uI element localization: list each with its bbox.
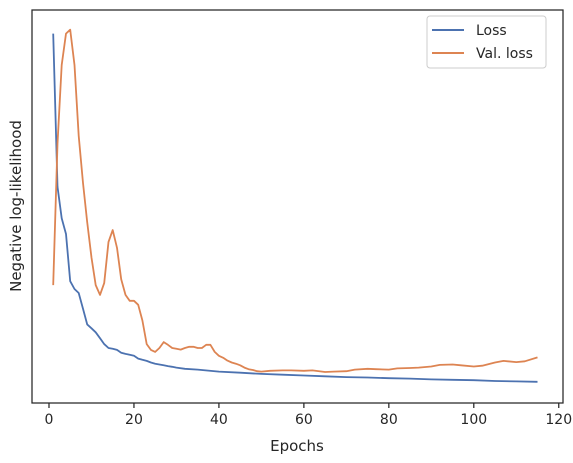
x-tick-label: 0	[45, 412, 54, 428]
series-layer	[52, 28, 538, 383]
x-axis-label: Epochs	[270, 437, 324, 455]
series-line-loss	[52, 33, 538, 383]
y-axis-label: Negative log-likelihood	[7, 120, 25, 292]
x-tick-label: 60	[295, 412, 313, 428]
x-axis: 0 20 40 60 80 100 120	[45, 403, 572, 428]
x-tick-label: 120	[545, 412, 572, 428]
x-tick-label: 100	[460, 412, 487, 428]
series-line-val-loss	[52, 28, 538, 373]
x-tick-label: 80	[380, 412, 398, 428]
x-tick-label: 40	[210, 412, 228, 428]
plot-frame	[31, 9, 564, 404]
x-tick-label: 20	[125, 412, 143, 428]
legend: Loss Val. loss	[426, 15, 547, 69]
legend-label-val-loss: Val. loss	[476, 46, 533, 62]
legend-label-loss: Loss	[476, 23, 507, 39]
